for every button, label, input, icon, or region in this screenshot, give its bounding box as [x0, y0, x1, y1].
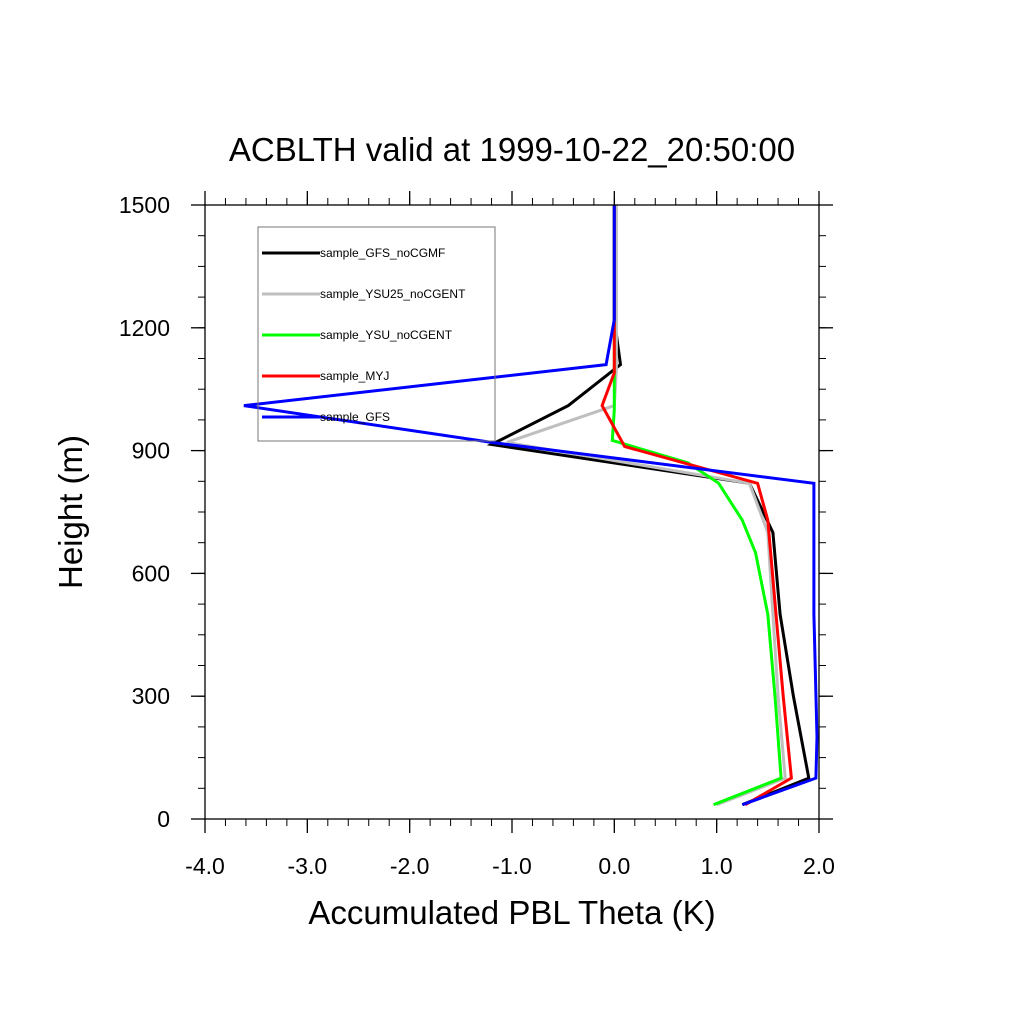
legend-label: sample_GFS — [320, 410, 390, 424]
x-tick-label: 0.0 — [598, 853, 630, 879]
x-tick-label: -1.0 — [492, 853, 532, 879]
tick-labels: -4.0 -3.0 -2.0 -1.0 0.0 1.0 2.0 0 300 600 900 1200 1… — [119, 192, 835, 879]
x-tick-label: -2.0 — [390, 853, 430, 879]
legend-label: sample_YSU_noCGENT — [320, 328, 453, 342]
legend: sample_GFS_noCGMF sample_YSU25_noCGENTsam… — [257, 226, 496, 442]
legend-label: sample_MYJ — [320, 369, 389, 383]
y-tick-label: 0 — [157, 806, 170, 832]
legend-label: sample_YSU25_noCGENT — [320, 287, 466, 301]
y-tick-label: 1500 — [119, 192, 170, 218]
x-tick-label: -3.0 — [288, 853, 328, 879]
y-tick-label: 300 — [132, 683, 170, 709]
series-line-sample_MYJ — [600, 205, 793, 806]
series-line-sample_YSU25_noCGENT — [506, 205, 787, 807]
x-tick-label: 1.0 — [701, 853, 733, 879]
series-line-sample_YSU_noCGENT — [610, 205, 783, 807]
legend-label: sample_GFS_noCGMF — [320, 246, 445, 260]
plot-frame — [204, 204, 820, 820]
y-tick-label: 1200 — [119, 315, 170, 341]
chart-title: ACBLTH valid at 1999-10-22_20:50:00 — [229, 131, 795, 168]
series-line-sample_GFS_noCGMF — [486, 205, 811, 807]
series-group — [243, 205, 819, 807]
series-line-sample_GFS — [243, 205, 819, 807]
y-tick-label: 900 — [132, 438, 170, 464]
y-axis-label: Height (m) — [52, 435, 89, 589]
x-tick-label: -4.0 — [185, 853, 225, 879]
x-tick-label: 2.0 — [803, 853, 835, 879]
legend-box — [257, 226, 496, 442]
axis-ticks — [191, 191, 833, 833]
y-tick-label: 600 — [132, 560, 170, 586]
x-axis-label: Accumulated PBL Theta (K) — [308, 894, 715, 931]
